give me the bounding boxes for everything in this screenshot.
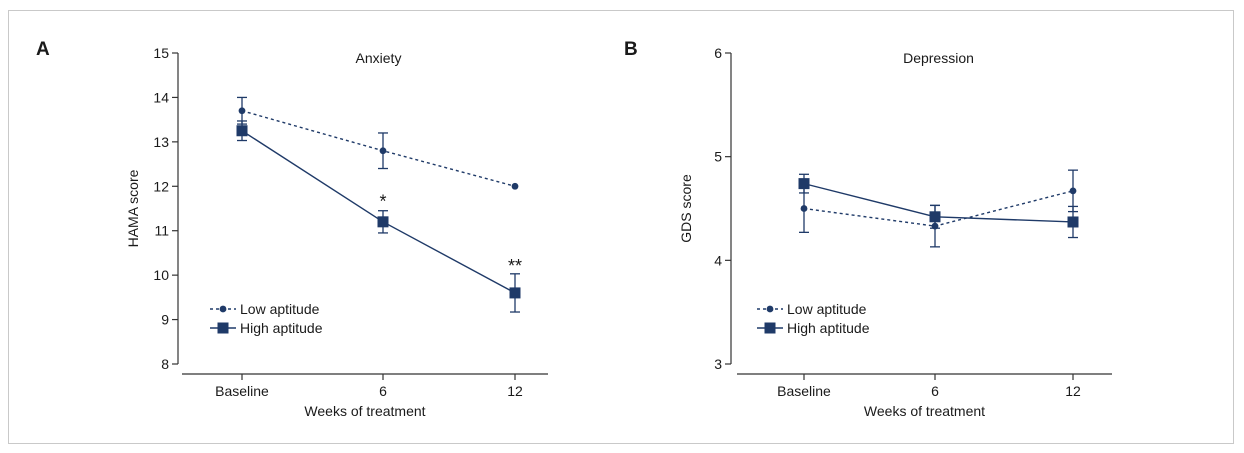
x-tick-label: 12 (507, 383, 523, 399)
y-axis-label: HAMA score (125, 169, 141, 247)
panel-b: B Depression 3 4 5 6 GDS score Baseline 6 12 Weeks… (624, 39, 1112, 419)
series-high-aptitude (236, 120, 521, 313)
y-tick-label: 9 (161, 312, 169, 328)
series-line (241, 110, 516, 187)
legend-label: High aptitude (240, 320, 323, 336)
y-tick-label: 11 (154, 223, 169, 239)
data-point-square (236, 125, 248, 137)
y-tick-label: 8 (161, 356, 169, 372)
y-tick-label: 13 (153, 134, 169, 150)
legend: Low aptitude High aptitude (757, 301, 870, 336)
x-axis-label: Weeks of treatment (304, 403, 425, 419)
chart-title: Anxiety (356, 50, 402, 66)
legend-label: Low aptitude (787, 301, 867, 317)
chart-title: Depression (903, 50, 974, 66)
x-tick-label: 6 (379, 383, 387, 399)
y-tick-label: 15 (153, 45, 169, 61)
data-point-square (929, 211, 941, 223)
data-point-circle (1069, 187, 1077, 195)
data-point-circle (511, 182, 519, 190)
panel-a: A Anxiety 8 9 10 11 12 13 14 15 HAMA score Baseline… (36, 39, 548, 419)
significance-marker: * (379, 192, 386, 212)
legend-label: Low aptitude (240, 301, 320, 317)
panel-label: B (624, 39, 638, 60)
data-point-square (509, 287, 521, 299)
x-tick-label: Baseline (777, 383, 831, 399)
y-tick-label: 5 (714, 149, 722, 165)
legend-marker-square (764, 322, 776, 334)
legend-marker-square (217, 322, 229, 334)
x-tick-label: Baseline (215, 383, 269, 399)
data-point-square (1067, 216, 1079, 228)
x-axis-label: Weeks of treatment (864, 403, 985, 419)
data-point-circle (379, 147, 387, 155)
legend-marker-circle (766, 305, 774, 313)
y-tick-label: 12 (153, 178, 169, 194)
significance-marker: ** (508, 256, 522, 276)
legend-label: High aptitude (787, 320, 870, 336)
figure-frame (8, 10, 1234, 444)
data-point-circle (800, 205, 808, 212)
data-point-square (377, 216, 389, 228)
legend-marker-circle (219, 305, 227, 313)
series-low-aptitude (237, 96, 519, 190)
data-point-square (798, 178, 810, 190)
y-tick-label: 3 (714, 356, 722, 372)
series-low-aptitude (799, 169, 1078, 248)
y-tick-label: 4 (714, 252, 722, 268)
y-tick-label: 10 (153, 267, 169, 283)
y-tick-label: 14 (153, 89, 169, 105)
y-axis-label: GDS score (678, 174, 694, 243)
x-tick-label: 12 (1065, 383, 1081, 399)
x-tick-label: 6 (931, 383, 939, 399)
series-line (241, 130, 516, 294)
panel-label: A (36, 39, 50, 60)
data-point-circle (238, 107, 246, 115)
legend: Low aptitude High aptitude (210, 301, 323, 336)
y-tick-label: 6 (714, 45, 722, 61)
series-high-aptitude (798, 173, 1079, 239)
